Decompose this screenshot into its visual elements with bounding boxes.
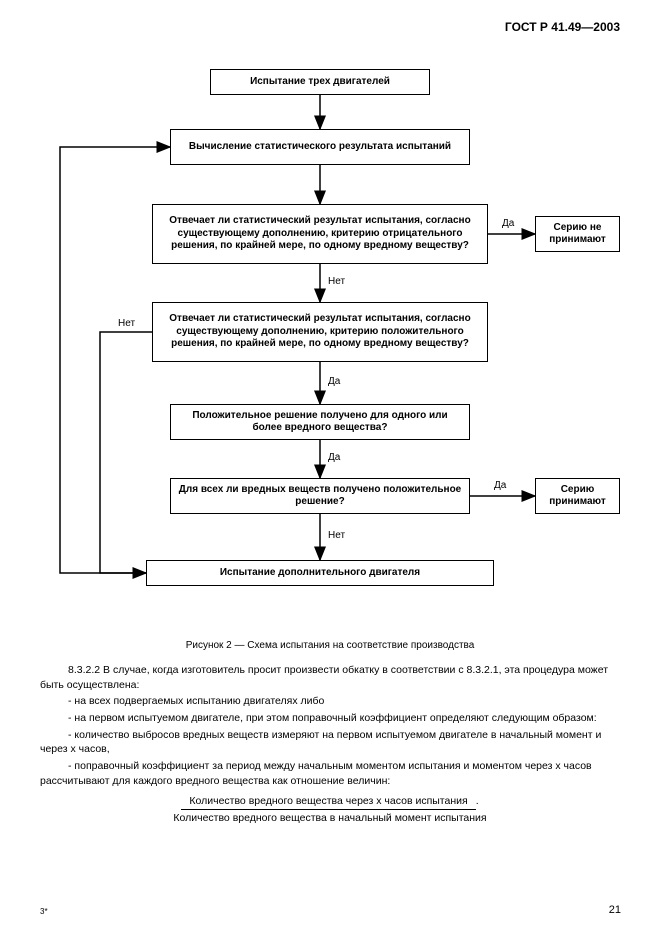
formula-numerator: Количество вредного вещества через x час…: [181, 795, 475, 810]
p5: - поправочный коэффициент за период межд…: [40, 759, 620, 788]
flow-edge-label-4: Да: [326, 376, 342, 387]
flow-edge-label-5: Да: [326, 452, 342, 463]
p1: 8.3.2.2 В случае, когда изготовитель про…: [40, 663, 620, 692]
flow-node-n8: Серию принимают: [535, 478, 620, 514]
document-header: ГОСТ Р 41.49—2003: [40, 20, 620, 34]
page-number: 21: [609, 904, 621, 916]
formula: Количество вредного вещества через x час…: [40, 795, 620, 824]
p3: - на первом испытуемом двигателе, при эт…: [40, 711, 620, 726]
flow-node-n6: Положительное решение получено для одног…: [170, 404, 470, 440]
p4: - количество выбросов вредных веществ из…: [40, 728, 620, 757]
flow-node-n5: Отвечает ли статистический результат исп…: [152, 302, 488, 362]
p2: - на всех подвергаемых испытанию двигате…: [40, 694, 620, 709]
flow-edge-label-2: Да: [500, 218, 516, 229]
flow-edge-8: [100, 332, 152, 573]
flow-edge-label-3: Нет: [326, 276, 347, 287]
footer-marker: 3*: [40, 907, 48, 916]
formula-period: .: [476, 795, 479, 807]
flow-node-n9: Испытание дополнительного двигателя: [146, 560, 494, 586]
flow-node-n2: Вычисление статистического результата ис…: [170, 129, 470, 165]
figure-caption: Рисунок 2 — Схема испытания на соответст…: [40, 640, 620, 651]
flow-edge-label-7: Нет: [326, 530, 347, 541]
flow-node-n7: Для всех ли вредных веществ получено пол…: [170, 478, 470, 514]
flow-edge-label-6: Да: [492, 480, 508, 491]
flow-edge-label-8: Нет: [116, 318, 137, 329]
formula-denominator: Количество вредного вещества в начальный…: [40, 810, 620, 824]
body-text: 8.3.2.2 В случае, когда изготовитель про…: [40, 663, 620, 789]
flow-node-n1: Испытание трех двигателей: [210, 69, 430, 95]
flow-node-n4: Серию не принимают: [535, 216, 620, 252]
flow-node-n3: Отвечает ли статистический результат исп…: [152, 204, 488, 264]
flowchart-container: Испытание трех двигателей Вычисление стат…: [40, 44, 620, 634]
